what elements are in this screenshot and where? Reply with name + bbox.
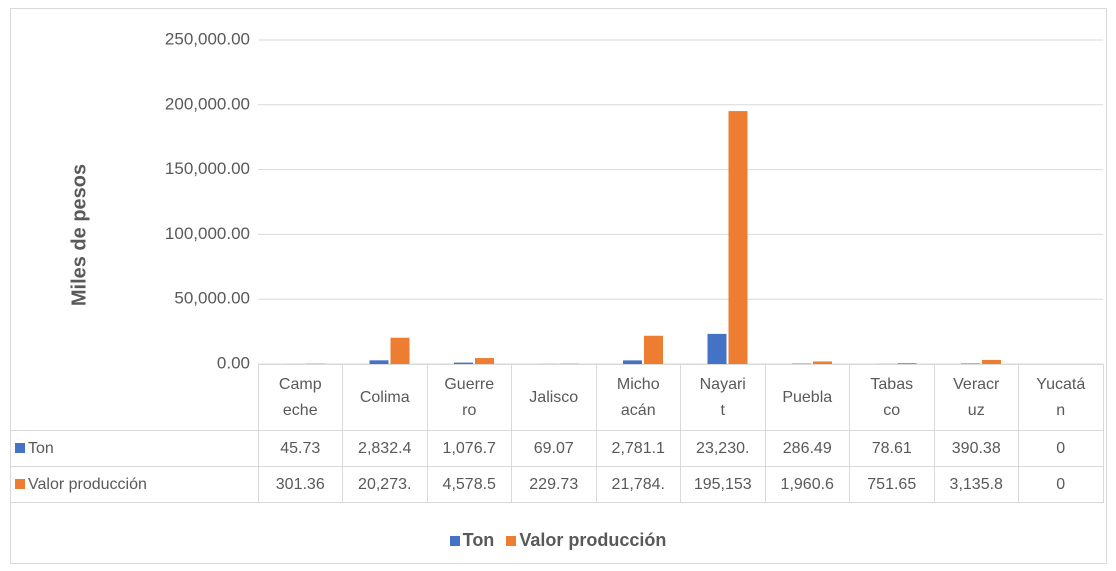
data-label: 1,960.6 bbox=[764, 466, 850, 503]
table-category-cell: Colima bbox=[342, 364, 428, 431]
table-category-cell: Jalisco bbox=[511, 364, 597, 431]
data-label: 0 bbox=[1018, 466, 1104, 503]
bar bbox=[475, 358, 494, 364]
y-tick-label: 200,000.00 bbox=[165, 94, 250, 113]
table-category-cell: Nayarit bbox=[680, 364, 766, 431]
data-label: 301.36 bbox=[257, 466, 343, 503]
data-label: 69.07 bbox=[511, 430, 597, 467]
data-label: 78.61 bbox=[849, 430, 935, 467]
legend-item: Ton bbox=[449, 530, 495, 550]
data-label: 20,273. bbox=[342, 466, 428, 503]
x-tick-label: Yucatán bbox=[1036, 375, 1086, 419]
bar bbox=[728, 111, 748, 364]
legend-label: Ton bbox=[462, 530, 495, 550]
y-tick-label: 50,000.00 bbox=[174, 289, 250, 308]
y-axis-label: Miles de pesos bbox=[68, 164, 90, 306]
bar bbox=[897, 363, 917, 364]
table-category-cell: Campeche bbox=[257, 364, 343, 431]
table-header-row: Campeche Colima Guerrero Jalisco Michoacán Na… bbox=[10, 364, 1104, 431]
chart-frame bbox=[10, 8, 1107, 564]
x-tick-label: Jalisco bbox=[529, 388, 579, 406]
table-category-cell: Puebla bbox=[764, 364, 850, 431]
table-category-cell: Guerrero bbox=[426, 364, 512, 431]
data-label: 195,153 bbox=[680, 466, 766, 503]
table-row: Valor producción 301.36 20,273. 4,578.5 229.… bbox=[10, 466, 1104, 503]
bar bbox=[707, 333, 727, 364]
data-label: 4,578.5 bbox=[426, 466, 512, 503]
legend-swatch bbox=[15, 442, 25, 453]
table-category-cell: Michoacán bbox=[595, 364, 681, 431]
bar bbox=[982, 359, 1001, 364]
series-name: Ton bbox=[28, 439, 54, 457]
data-label: 21,784. bbox=[595, 466, 681, 503]
data-label: 2,781.1 bbox=[595, 430, 681, 467]
data-label: 751.65 bbox=[849, 466, 935, 503]
table-category-cell: Yucatán bbox=[1018, 364, 1104, 431]
data-label: 45.73 bbox=[257, 430, 343, 467]
table-row: Ton 45.73 2,832.4 1,076.7 69.07 2,781.1 23,230… bbox=[10, 430, 1104, 467]
bar bbox=[644, 335, 663, 364]
x-tick-label: Puebla bbox=[782, 388, 833, 406]
legend-swatch bbox=[449, 536, 460, 546]
x-tick-label: Veracruz bbox=[953, 375, 1000, 419]
y-tick-label: 150,000.00 bbox=[165, 159, 250, 178]
x-tick-label: Colima bbox=[359, 388, 410, 406]
bar bbox=[369, 360, 389, 364]
x-tick-label: Guerrero bbox=[444, 375, 495, 419]
table-series-cell: Ton bbox=[10, 430, 259, 467]
x-tick-label: Michoacán bbox=[616, 375, 660, 419]
bar bbox=[961, 363, 980, 364]
x-tick-label: Nayarit bbox=[699, 375, 746, 419]
table-category-cell: Veracruz bbox=[933, 364, 1019, 431]
bar bbox=[390, 337, 410, 364]
legend-label: Valor producción bbox=[519, 530, 667, 550]
data-label: 286.49 bbox=[764, 430, 850, 467]
legend-swatch bbox=[15, 478, 25, 489]
bar bbox=[813, 361, 832, 364]
y-tick-label: 250,000.00 bbox=[165, 29, 250, 48]
legend-item: Valor producción bbox=[506, 530, 666, 550]
y-tick-label: 100,000.00 bbox=[165, 224, 250, 243]
legend: Ton Valor producción bbox=[0, 530, 1116, 551]
data-label: 390.38 bbox=[933, 430, 1019, 467]
x-tick-label: Campeche bbox=[278, 375, 322, 419]
legend-swatch bbox=[506, 536, 517, 546]
data-label: 23,230. bbox=[680, 430, 766, 467]
data-label: 0 bbox=[1018, 430, 1104, 467]
table-corner bbox=[10, 364, 259, 431]
bar bbox=[454, 362, 473, 364]
data-label: 2,832.4 bbox=[342, 430, 428, 467]
series-name: Valor producción bbox=[28, 475, 147, 493]
data-label: 1,076.7 bbox=[426, 430, 512, 467]
data-table: Campeche Colima Guerrero Jalisco Michoacán Na… bbox=[10, 364, 1104, 503]
data-label: 3,135.8 bbox=[933, 466, 1019, 503]
table-series-cell: Valor producción bbox=[10, 466, 259, 503]
data-label: 229.73 bbox=[511, 466, 597, 503]
bar bbox=[623, 360, 642, 364]
table-category-cell: Tabasco bbox=[849, 364, 935, 431]
x-tick-label: Tabasco bbox=[870, 375, 914, 419]
